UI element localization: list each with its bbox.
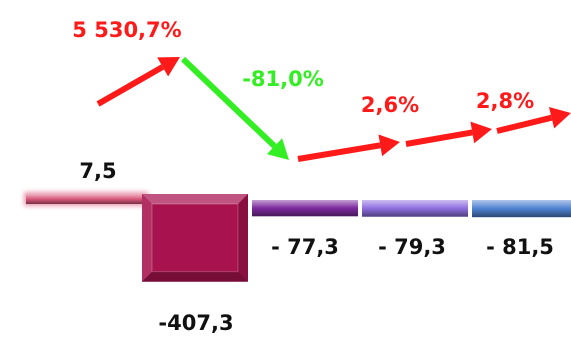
change-arrow-4 — [405, 121, 492, 147]
value-label-4: - 79,3 — [378, 235, 446, 259]
change-label-2: -81,0% — [242, 67, 324, 91]
bar-4 — [362, 200, 468, 217]
value-label-2: -407,3 — [158, 311, 233, 335]
change-label-1: 5 530,7% — [72, 18, 181, 42]
change-label-4: 2,8% — [476, 89, 534, 113]
bar-5 — [472, 200, 571, 218]
value-label-5: - 81,5 — [486, 235, 554, 259]
change-label-3: 2,6% — [361, 93, 419, 117]
bar-series — [24, 192, 571, 282]
value-labels: 7,5 -407,3 - 77,3 - 79,3 - 81,5 — [79, 159, 554, 335]
change-arrows — [96, 56, 571, 162]
value-label-1: 7,5 — [79, 159, 116, 183]
value-label-3: - 77,3 — [271, 235, 339, 259]
change-labels: 5 530,7% -81,0% 2,6% 2,8% — [72, 18, 534, 117]
change-arrow-3 — [297, 134, 400, 162]
bar-3 — [252, 200, 358, 217]
bar-2 — [142, 194, 248, 282]
bar-1 — [24, 192, 148, 206]
change-arrow-trailing — [496, 107, 571, 134]
change-arrow-1 — [96, 57, 180, 107]
change-arrow-2 — [180, 56, 289, 160]
